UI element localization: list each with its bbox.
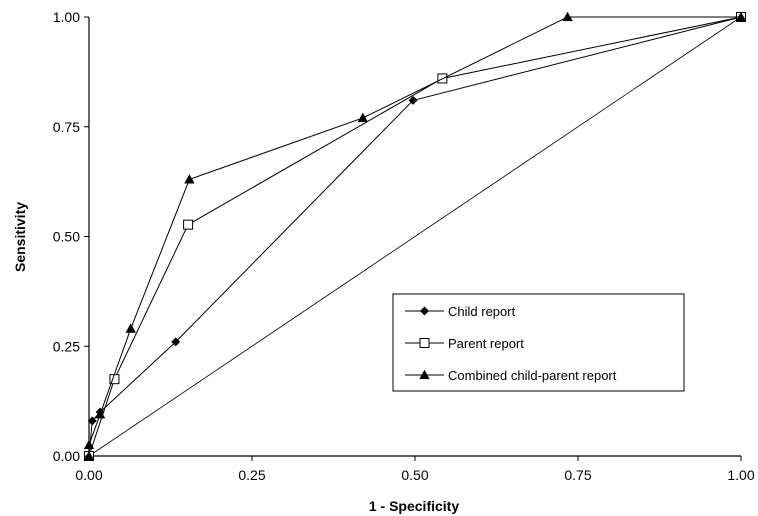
y-tick-label: 0.50	[53, 229, 80, 245]
reference-layer	[88, 16, 742, 457]
y-tick-label: 1.00	[53, 9, 80, 25]
x-tick-label: 0.00	[75, 467, 102, 483]
data-point	[735, 11, 747, 22]
data-point	[408, 95, 418, 105]
x-tick-label: 1.00	[727, 467, 754, 483]
y-tick-label: 0.00	[53, 448, 80, 464]
series-line	[88, 16, 742, 457]
x-axis-ticks: 0.00 0.25 0.50 0.75 1.00	[75, 456, 755, 483]
legend-marker	[419, 338, 430, 348]
data-point	[94, 408, 106, 419]
data-point	[171, 337, 181, 347]
y-tick-label: 0.75	[53, 119, 80, 135]
data-point	[87, 416, 97, 426]
legend-label: Combined child-parent report	[448, 368, 617, 383]
data-point	[184, 174, 195, 184]
data-point	[83, 439, 95, 450]
legend-marker	[419, 369, 430, 380]
legend-marker	[419, 306, 430, 316]
x-axis-title: 1 - Specificity	[369, 498, 459, 514]
legend: Child report Parent report Combined child-…	[392, 293, 685, 392]
series-3	[83, 11, 747, 461]
data-point	[357, 112, 369, 123]
legend-label: Parent report	[448, 336, 524, 351]
x-tick-label: 0.25	[238, 467, 265, 483]
x-tick-label: 0.75	[564, 467, 591, 483]
y-axis-title: Sensitivity	[12, 202, 28, 272]
legend-entry: Combined child-parent report	[405, 368, 617, 383]
legend-label: Child report	[448, 304, 516, 319]
data-point	[125, 323, 136, 333]
legend-entry: Child report	[405, 304, 516, 319]
series-line	[88, 16, 741, 456]
x-tick-label: 0.50	[401, 467, 428, 483]
series-layer	[83, 11, 747, 461]
data-point	[562, 11, 573, 22]
reference-diagonal-line	[88, 16, 742, 457]
legend-entry: Parent report	[405, 336, 524, 351]
y-axis-ticks: 0.00 0.25 0.50 0.75 1.00	[53, 9, 89, 464]
y-tick-label: 0.25	[53, 338, 80, 354]
data-point	[183, 219, 194, 230]
